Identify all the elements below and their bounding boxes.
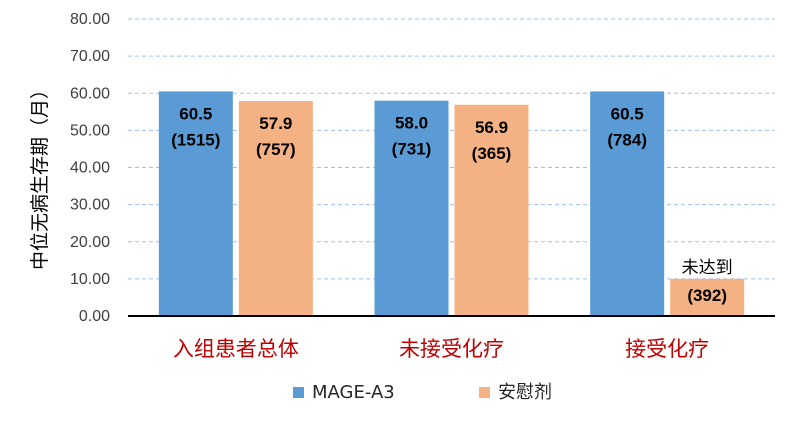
bar-value-label: 未达到 bbox=[682, 258, 733, 277]
y-tick-label: 30.00 bbox=[70, 197, 110, 214]
legend-label: 安慰剂 bbox=[498, 382, 552, 403]
y-axis-title: 中位无病生存期（月） bbox=[29, 80, 51, 270]
bars bbox=[158, 91, 745, 316]
legend-swatch-placebo bbox=[479, 387, 490, 398]
bar-count-label: (392) bbox=[687, 286, 727, 305]
bar-mage-a3 bbox=[590, 91, 665, 316]
bar-count-label: (365) bbox=[472, 144, 512, 163]
bar-mage-a3 bbox=[374, 100, 449, 316]
bar-mage-a3 bbox=[158, 91, 233, 316]
category-label: 未接受化疗 bbox=[399, 337, 504, 361]
bar-count-label: (757) bbox=[256, 140, 296, 159]
bar-placebo bbox=[454, 104, 529, 316]
bar-placebo bbox=[238, 101, 313, 316]
bar-count-label: (1515) bbox=[171, 130, 220, 149]
bar-value-label: 57.9 bbox=[259, 114, 292, 133]
bar-placebo bbox=[670, 278, 745, 316]
bar-data-labels: 60.5 (1515) 57.9 (757) 58.0 (731) 56.9 (365) 60.… bbox=[171, 104, 732, 304]
y-axis-ticks: 0.00 10.00 20.00 30.00 40.00 50.00 60.00 70.00 8… bbox=[70, 11, 110, 325]
bar-count-label: (784) bbox=[607, 130, 647, 149]
y-tick-label: 40.00 bbox=[70, 160, 110, 177]
y-tick-label: 60.00 bbox=[70, 85, 110, 102]
bar-value-label: 56.9 bbox=[475, 118, 508, 137]
gridlines bbox=[128, 18, 775, 280]
y-tick-label: 50.00 bbox=[70, 122, 110, 139]
y-tick-label: 20.00 bbox=[70, 234, 110, 251]
bar-value-label: 60.5 bbox=[611, 104, 644, 123]
category-label: 接受化疗 bbox=[625, 337, 709, 361]
legend: MAGE-A3 安慰剂 bbox=[293, 382, 552, 403]
bar-value-label: 60.5 bbox=[179, 104, 212, 123]
legend-swatch-mage-a3 bbox=[293, 387, 304, 398]
bar-count-label: (731) bbox=[392, 140, 432, 159]
y-tick-label: 10.00 bbox=[70, 271, 110, 288]
y-tick-label: 70.00 bbox=[70, 48, 110, 65]
y-tick-label: 80.00 bbox=[70, 11, 110, 28]
legend-label: MAGE-A3 bbox=[312, 382, 395, 403]
bar-value-label: 58.0 bbox=[395, 114, 428, 133]
y-tick-label: 0.00 bbox=[79, 308, 110, 325]
category-labels: 入组患者总体 未接受化疗 接受化疗 bbox=[173, 337, 709, 361]
category-label: 入组患者总体 bbox=[173, 337, 299, 361]
